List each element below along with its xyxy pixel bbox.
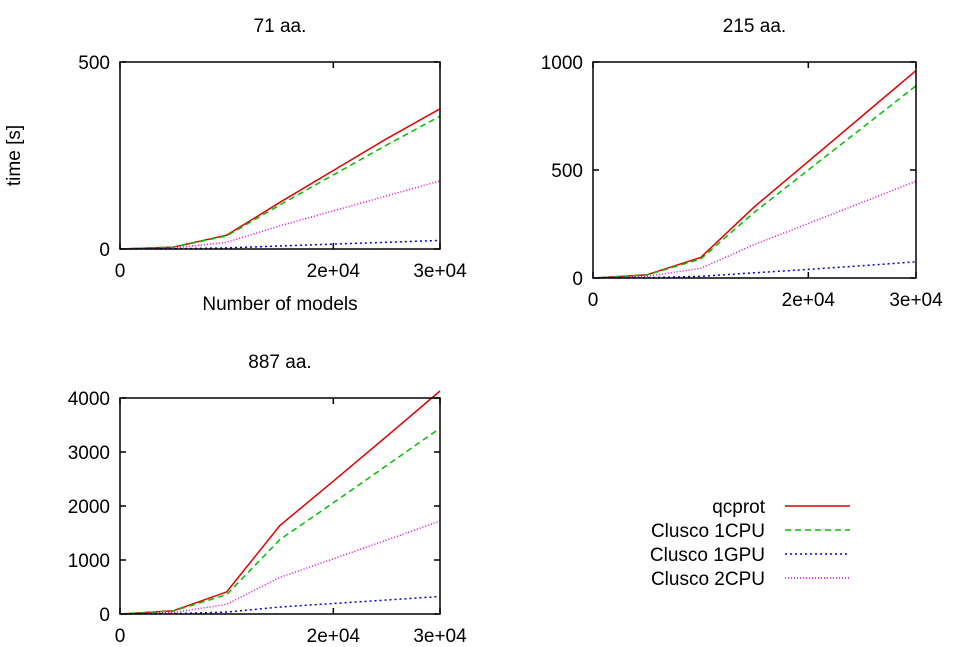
y-tick-label: 1000 (541, 53, 583, 74)
x-axis-label: Number of models (202, 294, 357, 315)
series-line-clusco-1gpu (119, 239, 441, 250)
x-tick-label: 3e+04 (413, 626, 467, 647)
y-tick-label: 0 (572, 269, 583, 290)
chart-panel-1: 215 aa. 0 500 1000 0 2e+04 3e+04 (541, 16, 943, 311)
chart-panel-2: 887 aa. 0 1000 2000 3000 4000 0 2e+04 3e+04 (68, 352, 467, 647)
legend-label: Clusco 2CPU (651, 569, 765, 590)
x-tick-label: 2e+04 (782, 290, 836, 311)
chart-title: 887 aa. (248, 352, 311, 373)
x-tick-label: 2e+04 (307, 261, 361, 282)
series-line-clusco-2cpu (119, 180, 441, 250)
y-tick-label: 500 (78, 53, 110, 74)
y-tick-label: 500 (551, 161, 583, 182)
chart-title: 71 aa. (254, 16, 307, 37)
series-line-clusco-1cpu (119, 427, 441, 615)
plot-frame (119, 61, 441, 250)
series-line-clusco-2cpu (119, 520, 441, 615)
x-tick-label: 0 (115, 626, 126, 647)
series-line-clusco-1gpu (592, 261, 917, 279)
x-tick-label: 2e+04 (307, 626, 361, 647)
series-line-clusco-1cpu (119, 115, 441, 250)
series-line-qcprot (119, 108, 441, 250)
y-axis-label: time [s] (4, 125, 25, 186)
x-tick-label: 3e+04 (413, 261, 467, 282)
plot-frame (592, 61, 917, 279)
legend: qcprot Clusco 1CPU Clusco 1GPU Clusco 2CPU (650, 497, 850, 590)
series-line-clusco-1gpu (119, 595, 441, 615)
legend-label: Clusco 1CPU (651, 521, 765, 542)
y-tick-label: 3000 (68, 443, 110, 464)
series-line-qcprot (592, 70, 917, 279)
chart-panels: 71 aa. time [s] Number of models 0 500 0 2e+04… (4, 16, 943, 647)
legend-label: qcprot (712, 497, 766, 518)
y-tick-label: 2000 (68, 497, 110, 518)
y-tick-label: 1000 (68, 551, 110, 572)
plot-frame (119, 397, 441, 615)
x-tick-label: 3e+04 (889, 290, 943, 311)
chart-title: 215 aa. (723, 16, 786, 37)
legend-label: Clusco 1GPU (650, 545, 765, 566)
chart-panel-0: 71 aa. time [s] Number of models 0 500 0 2e+04… (4, 16, 467, 315)
series-line-qcprot (119, 390, 441, 615)
series-line-clusco-2cpu (592, 180, 917, 279)
x-tick-label: 0 (588, 290, 599, 311)
series-line-clusco-1cpu (592, 85, 917, 279)
y-tick-label: 4000 (68, 389, 110, 410)
x-tick-label: 0 (115, 261, 126, 282)
y-tick-label: 0 (99, 605, 110, 626)
y-tick-label: 0 (99, 240, 110, 261)
